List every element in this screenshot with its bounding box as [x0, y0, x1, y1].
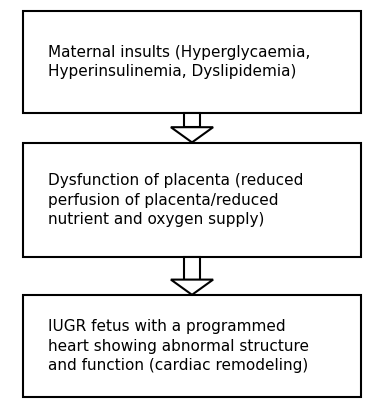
Bar: [23, 143, 361, 257]
Polygon shape: [171, 280, 213, 295]
Polygon shape: [171, 127, 213, 142]
Bar: [23, 11, 361, 113]
Text: IUGR fetus with a programmed
heart showing abnormal structure
and function (card: IUGR fetus with a programmed heart showi…: [48, 319, 309, 373]
Bar: [23, 295, 361, 397]
Bar: [184, 257, 200, 280]
Bar: [184, 113, 200, 127]
Text: Dysfunction of placenta (reduced
perfusion of placenta/reduced
nutrient and oxyg: Dysfunction of placenta (reduced perfusi…: [48, 173, 303, 227]
Text: Maternal insults (Hyperglycaemia,
Hyperinsulinemia, Dyslipidemia): Maternal insults (Hyperglycaemia, Hyperi…: [48, 45, 310, 79]
